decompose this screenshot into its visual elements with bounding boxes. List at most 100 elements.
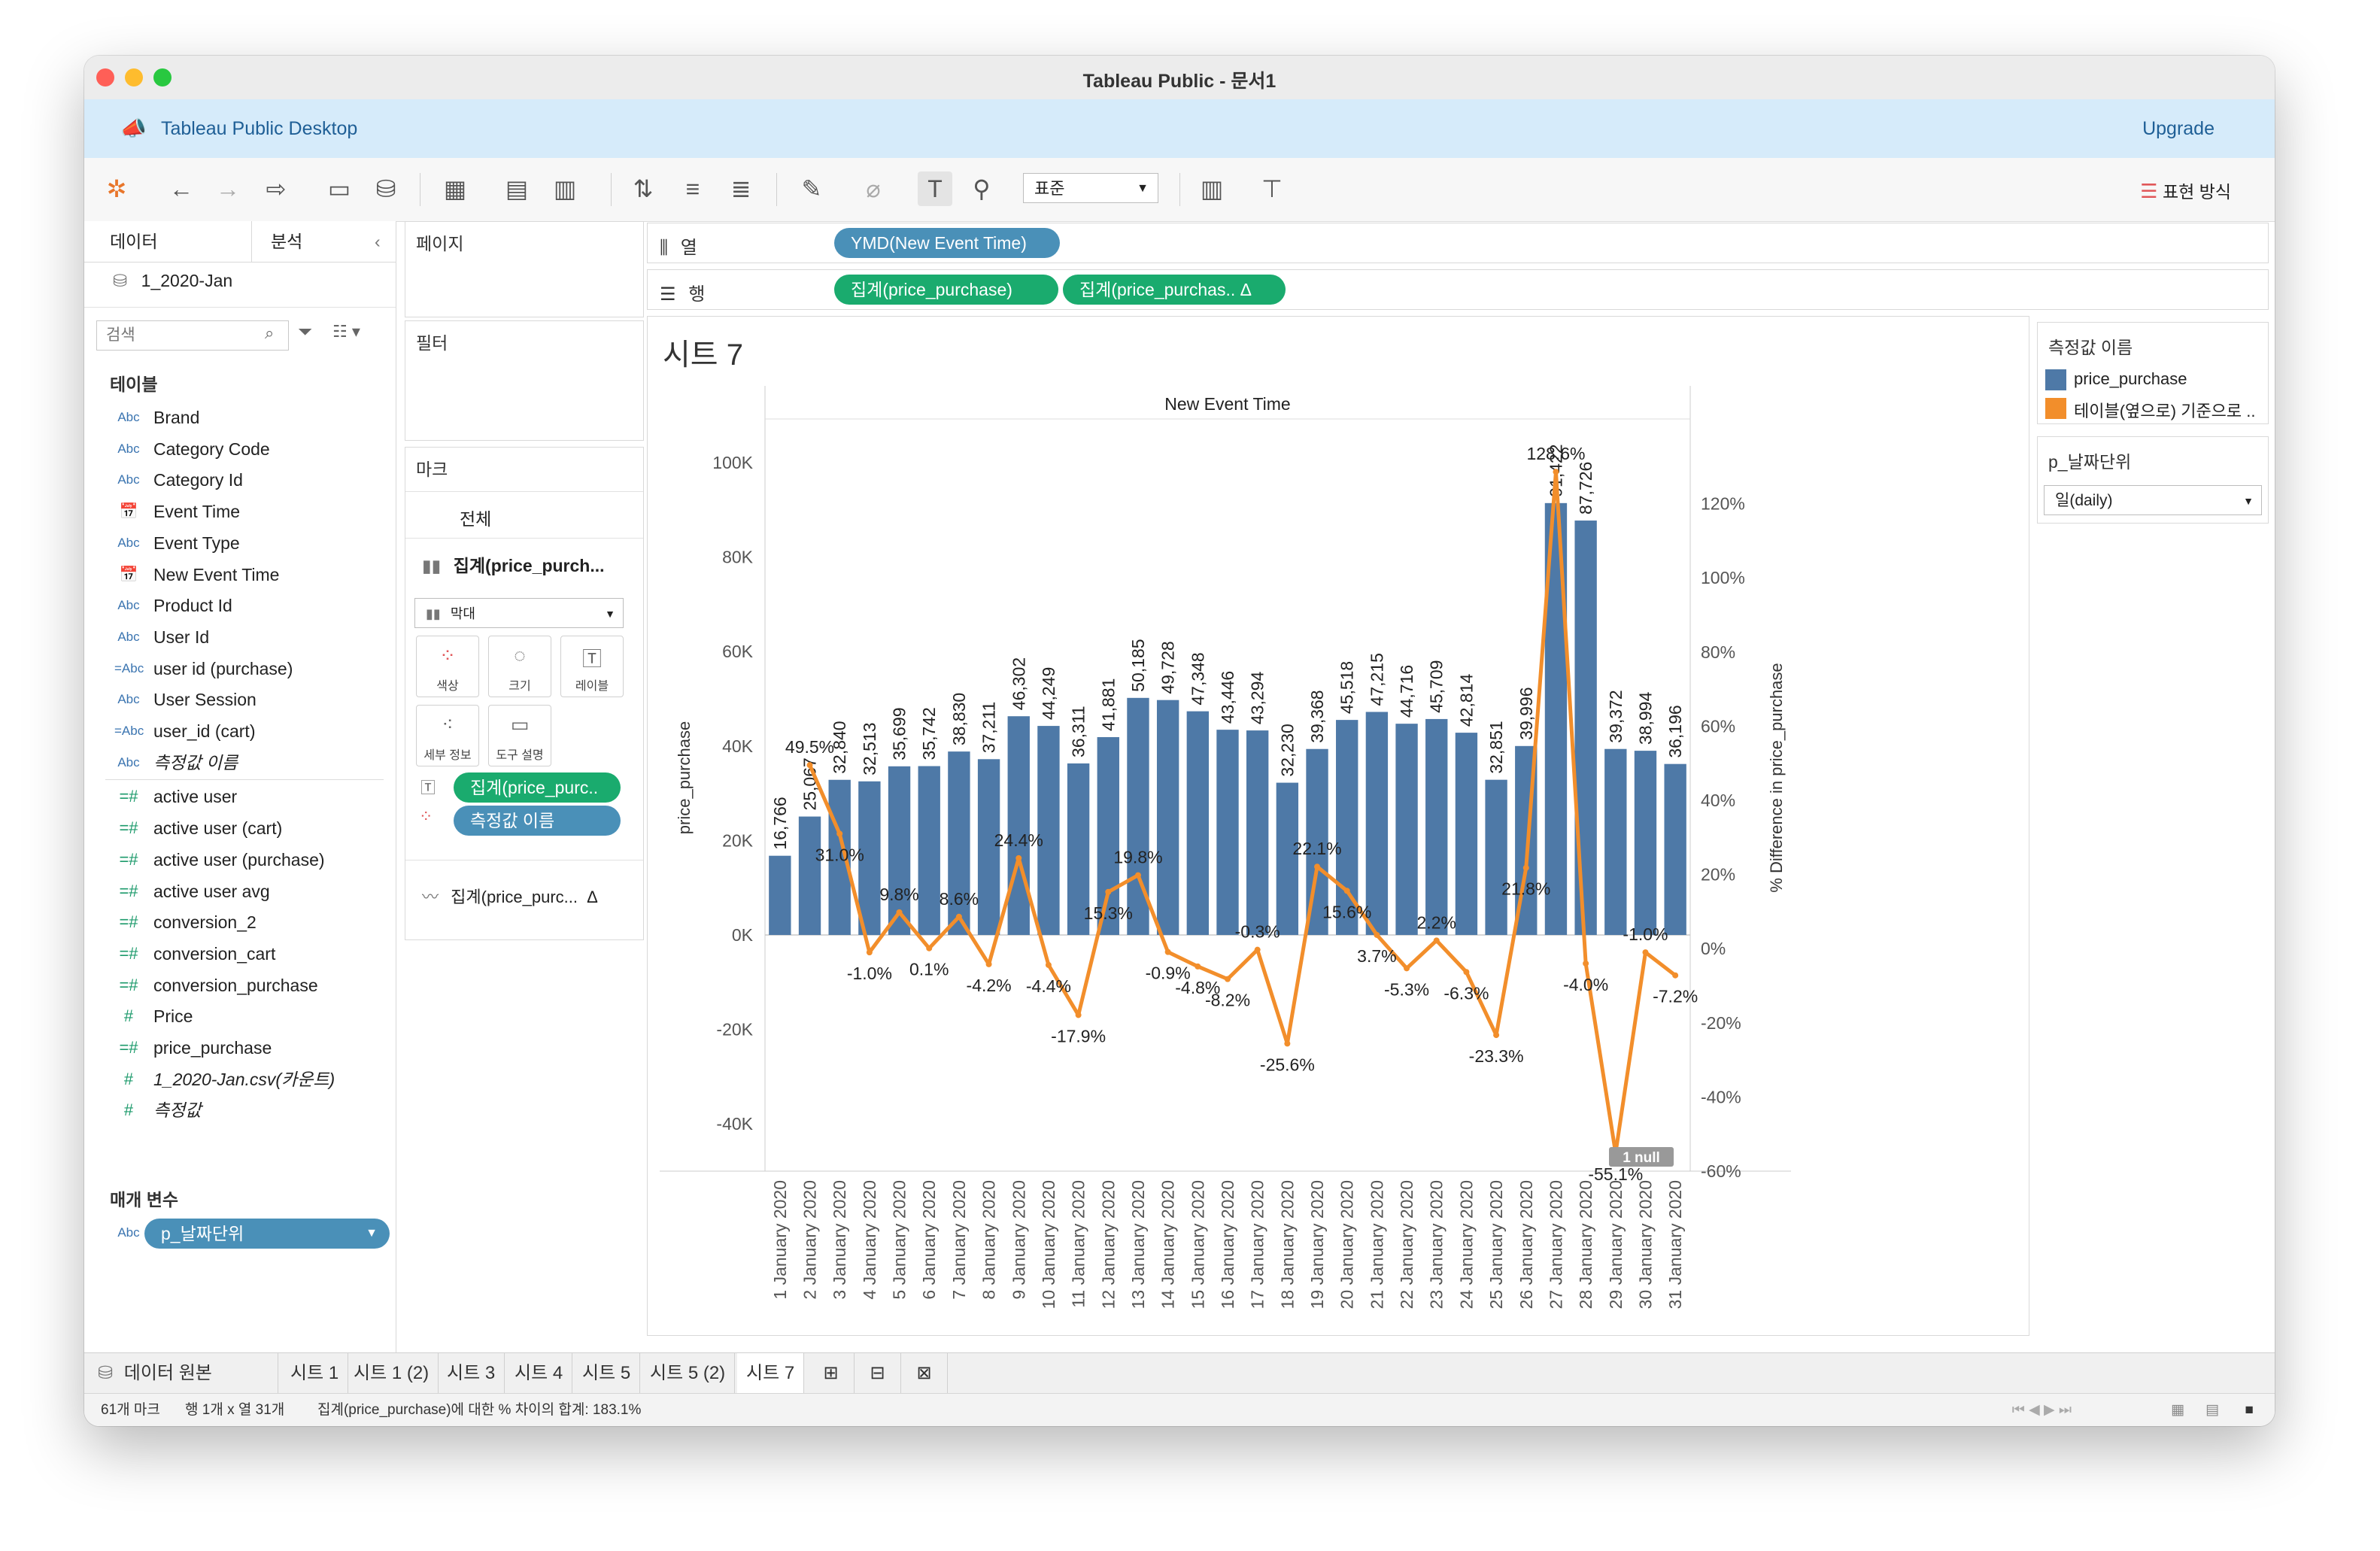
marks-line-measure[interactable]: 〰 집계(price_purc... Δ bbox=[422, 888, 598, 906]
field-item[interactable]: Abc User Session bbox=[84, 684, 396, 715]
field-item[interactable]: =# active user (purchase) bbox=[84, 844, 396, 876]
bar bbox=[1007, 716, 1030, 935]
pages-shelf[interactable]: 페이지 bbox=[405, 221, 644, 317]
parameter-select[interactable]: 일(daily) ▼ bbox=[2044, 485, 2262, 515]
bar bbox=[1067, 763, 1090, 935]
tooltip-button[interactable]: ▭ 도구 설명 bbox=[488, 705, 551, 766]
detail-button[interactable]: ⁖ 세부 정보 bbox=[416, 705, 479, 766]
legend-item-0[interactable]: price_purchase bbox=[2074, 369, 2187, 388]
collapse-pane-icon[interactable]: ‹ bbox=[375, 232, 381, 251]
sort-ascending-icon[interactable]: ≡ bbox=[685, 175, 700, 202]
mark-type-select[interactable]: ▮▮ 막대 ▼ bbox=[414, 598, 624, 628]
rows-shelf[interactable]: ☰ 행 집계(price_purchase) 집계(price_purchas.… bbox=[647, 269, 2269, 310]
color-pill[interactable]: 측정값 이름 bbox=[454, 806, 621, 836]
new-story-icon[interactable]: ⊠ bbox=[901, 1353, 948, 1394]
datasource-item[interactable]: ⛁ 1_2020-Jan bbox=[113, 271, 233, 290]
line-value-label: -6.3% bbox=[1443, 983, 1489, 1003]
filter-icon[interactable]: ⏷ bbox=[298, 322, 313, 342]
tab-data[interactable]: 데이터 bbox=[110, 232, 158, 251]
legend-swatch-1 bbox=[2045, 398, 2066, 419]
view-options-icon[interactable]: ☷ ▾ bbox=[332, 322, 360, 341]
search-input[interactable] bbox=[96, 320, 289, 351]
size-button[interactable]: ◌ 크기 bbox=[488, 636, 551, 697]
clear-sheet-icon[interactable]: ▥ bbox=[553, 175, 577, 202]
field-item[interactable]: =Abc user id (purchase) bbox=[84, 653, 396, 684]
field-item[interactable]: Abc Category Code bbox=[84, 433, 396, 465]
field-item[interactable]: =# price_purchase bbox=[84, 1032, 396, 1064]
highlight-icon[interactable]: ✎ bbox=[801, 175, 822, 202]
duplicate-sheet-icon[interactable]: ▤ bbox=[505, 175, 529, 202]
upgrade-link[interactable]: Upgrade bbox=[2142, 118, 2215, 139]
rows-pill-line[interactable]: 집계(price_purchas.. Δ bbox=[1063, 275, 1286, 305]
replay-icon[interactable]: ⇨ bbox=[266, 175, 287, 202]
group-members-icon[interactable]: ⌀ bbox=[866, 175, 881, 202]
sheet-tab-2[interactable]: 시트 1 (2) bbox=[345, 1353, 439, 1394]
sheet-tab-3[interactable]: 시트 3 bbox=[438, 1353, 505, 1394]
filters-shelf[interactable]: 필터 bbox=[405, 320, 644, 441]
field-item[interactable]: 📅 New Event Time bbox=[84, 559, 396, 590]
field-item[interactable]: # 측정값 bbox=[84, 1094, 396, 1126]
sheet-tab-4[interactable]: 시트 4 bbox=[505, 1353, 573, 1394]
new-dashboard-icon[interactable]: ⊟ bbox=[855, 1353, 901, 1394]
field-item[interactable]: Abc User Id bbox=[84, 621, 396, 653]
columns-shelf[interactable]: ⫼ 열 YMD(New Event Time) bbox=[647, 223, 2269, 263]
field-item[interactable]: =# active user (cart) bbox=[84, 812, 396, 844]
fix-axes-icon[interactable]: ⚲ bbox=[973, 175, 991, 202]
field-item[interactable]: Abc Product Id bbox=[84, 590, 396, 621]
legend-item-1[interactable]: 테이블(옆으로) 기준으로 .. bbox=[2074, 402, 2256, 420]
marks-bar-measure[interactable]: ▮▮ 집계(price_purch... bbox=[422, 556, 605, 575]
parameter-pill[interactable]: p_날짜단위 ▼ bbox=[144, 1219, 390, 1249]
save-icon[interactable]: ▭ bbox=[327, 175, 351, 202]
field-item[interactable]: Abc Brand bbox=[84, 402, 396, 433]
bar-value-label: 44,249 bbox=[1039, 667, 1058, 720]
field-item[interactable]: Abc Event Type bbox=[84, 527, 396, 559]
field-item[interactable]: # Price bbox=[84, 1000, 396, 1032]
sheet-tab-1[interactable]: 시트 1 bbox=[281, 1353, 349, 1394]
sheet-tab-5[interactable]: 시트 5 bbox=[573, 1353, 641, 1394]
new-worksheet-icon[interactable]: ⊞ bbox=[808, 1353, 855, 1394]
new-datasource-icon[interactable]: ⛁ bbox=[375, 175, 396, 202]
sheet-tab-6[interactable]: 시트 5 (2) bbox=[641, 1353, 736, 1394]
minimize-window-button[interactable] bbox=[125, 68, 143, 87]
show-me-button[interactable]: ☰ 표현 방식 bbox=[2140, 180, 2231, 202]
sheet-tab-7[interactable]: 시트 7 bbox=[737, 1353, 805, 1394]
tab-analysis[interactable]: 분석 bbox=[271, 232, 303, 251]
field-item[interactable]: #1_2020-Jan.csv(카운트) bbox=[84, 1064, 396, 1095]
redo-icon[interactable]: → bbox=[216, 175, 240, 202]
close-window-button[interactable] bbox=[96, 68, 114, 87]
color-button[interactable]: ⁘ 색상 bbox=[416, 636, 479, 697]
field-item[interactable]: =Abc user_id (cart) bbox=[84, 715, 396, 747]
field-item[interactable]: Abc 측정값 이름 bbox=[84, 747, 396, 779]
presentation-mode-icon[interactable]: ⊤ bbox=[1261, 175, 1283, 202]
show-cards-icon[interactable]: ▥ bbox=[1200, 175, 1224, 202]
zoom-window-button[interactable] bbox=[153, 68, 172, 87]
label-pill[interactable]: 집계(price_purc.. bbox=[454, 772, 621, 803]
columns-pill[interactable]: YMD(New Event Time) bbox=[834, 228, 1060, 258]
bar-value-label: 41,881 bbox=[1098, 678, 1118, 731]
marks-all[interactable]: 전체 bbox=[460, 509, 492, 529]
field-item[interactable]: 📅 Event Time bbox=[84, 496, 396, 527]
field-item[interactable]: =# active user bbox=[84, 781, 396, 812]
grid-view-icon[interactable]: ▦ bbox=[2171, 1402, 2184, 1418]
filmstrip-view-icon[interactable]: ■ bbox=[2245, 1402, 2254, 1418]
label-button[interactable]: 🅃 레이블 bbox=[560, 636, 624, 697]
list-view-icon[interactable]: ▤ bbox=[2205, 1402, 2219, 1418]
show-mark-labels-icon[interactable]: T bbox=[918, 171, 952, 206]
y2-tick-label: 100% bbox=[1701, 568, 1745, 587]
nav-arrows-icon[interactable]: ⏮ ◀ ▶ ⏭ bbox=[2011, 1402, 2072, 1418]
sort-descending-icon[interactable]: ≣ bbox=[730, 175, 751, 202]
field-item[interactable]: Abc Category Id bbox=[84, 464, 396, 496]
field-item[interactable]: =# conversion_2 bbox=[84, 906, 396, 938]
tab-datasource[interactable]: ⛁ 데이터 원본 bbox=[84, 1353, 278, 1394]
new-worksheet-icon[interactable]: ▦ bbox=[443, 175, 467, 202]
rows-pill-bar[interactable]: 집계(price_purchase) bbox=[834, 275, 1058, 305]
field-item[interactable]: =# conversion_purchase bbox=[84, 970, 396, 1001]
undo-icon[interactable]: ← bbox=[169, 175, 193, 202]
tableau-logo-icon[interactable]: ✲ bbox=[106, 175, 127, 202]
field-item[interactable]: =# conversion_cart bbox=[84, 938, 396, 970]
swap-axes-icon[interactable]: ⇅ bbox=[633, 175, 654, 202]
field-item[interactable]: =# active user avg bbox=[84, 876, 396, 907]
window-title: Tableau Public - 문서1 bbox=[1082, 71, 1277, 92]
fit-select[interactable]: 표준 ▼ bbox=[1023, 173, 1158, 203]
parameter-item[interactable]: Abc p_날짜단위 ▼ bbox=[84, 1217, 396, 1249]
